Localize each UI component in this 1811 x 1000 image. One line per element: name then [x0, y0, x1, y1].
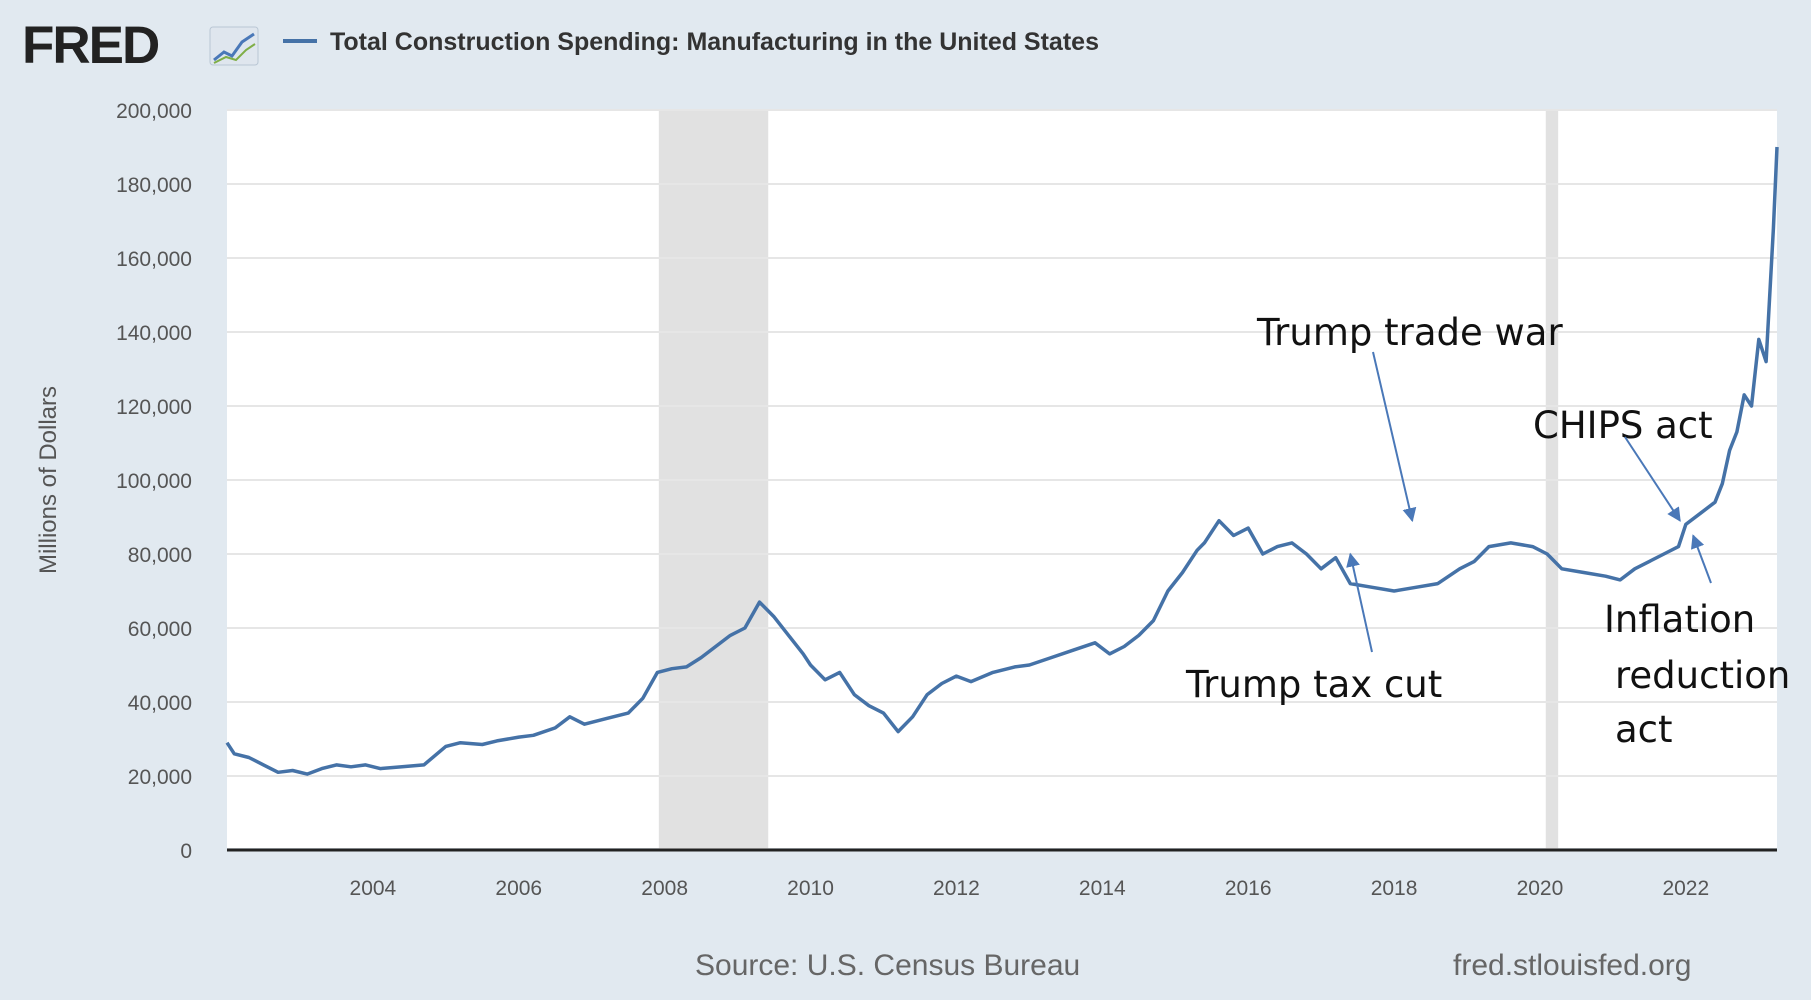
annotation-arrow-3	[1691, 534, 1712, 584]
x-tick-label: 2012	[933, 877, 980, 900]
fred-logo-graph-icon	[209, 26, 259, 66]
annotation-inflation-line-1: Inflation	[1604, 598, 1755, 641]
annotation-trump-trade-war: Trump trade war	[1256, 311, 1563, 354]
y-tick-label: 140,000	[116, 322, 192, 345]
annotation-arrows	[1346, 351, 1712, 653]
x-tick-label: 2004	[350, 877, 397, 900]
annotation-inflation-line-2: reduction	[1615, 654, 1790, 697]
y-tick-label: 0	[180, 840, 192, 863]
site-link[interactable]: fred.stlouisfed.org	[1453, 949, 1691, 982]
y-axis-label: Millions of Dollars	[35, 386, 62, 574]
annotation-chips-act: CHIPS act	[1533, 404, 1713, 447]
y-tick-label: 180,000	[116, 174, 192, 197]
x-tick-label: 2008	[641, 877, 688, 900]
y-tick-label: 100,000	[116, 470, 192, 493]
y-tick-label: 200,000	[116, 100, 192, 123]
annotation-arrow-1	[1346, 552, 1373, 653]
x-tick-label: 2014	[1079, 877, 1126, 900]
y-tick-label: 160,000	[116, 248, 192, 271]
grid-lines	[227, 109, 1777, 777]
series-line-0	[225, 146, 1779, 776]
legend: Total Construction Spending: Manufacturi…	[283, 28, 1099, 56]
legend-label: Total Construction Spending: Manufacturi…	[330, 28, 1099, 56]
annotation-inflation-line-3: act	[1615, 708, 1673, 751]
annotations: Trump trade war Trump tax cut CHIPS act …	[1185, 311, 1790, 751]
x-axis: 2004 2006 2008 2010 2012 2014 2016 2018 2020 2022	[350, 877, 1710, 900]
x-tick-label: 2022	[1662, 877, 1709, 900]
y-tick-label: 40,000	[128, 692, 192, 715]
y-tick-label: 60,000	[128, 618, 192, 641]
x-tick-label: 2016	[1225, 877, 1272, 900]
fred-logo-text: FRED	[22, 16, 159, 75]
annotation-arrow-0	[1372, 351, 1417, 523]
x-tick-label: 2020	[1517, 877, 1564, 900]
y-tick-label: 20,000	[128, 766, 192, 789]
series	[225, 146, 1779, 776]
y-tick-label: 80,000	[128, 544, 192, 567]
x-tick-label: 2006	[495, 877, 542, 900]
annotation-arrow-2	[1624, 436, 1681, 522]
x-tick-label: 2010	[787, 877, 834, 900]
y-axis: 0 20,000 40,000 60,000 80,000 100,000 120,000 1…	[116, 100, 192, 863]
source-text: Source: U.S. Census Bureau	[695, 949, 1080, 982]
fred-logo[interactable]: FRED	[22, 16, 259, 75]
y-tick-label: 120,000	[116, 396, 192, 419]
annotation-trump-tax-cut: Trump tax cut	[1185, 663, 1442, 706]
x-tick-label: 2018	[1371, 877, 1418, 900]
